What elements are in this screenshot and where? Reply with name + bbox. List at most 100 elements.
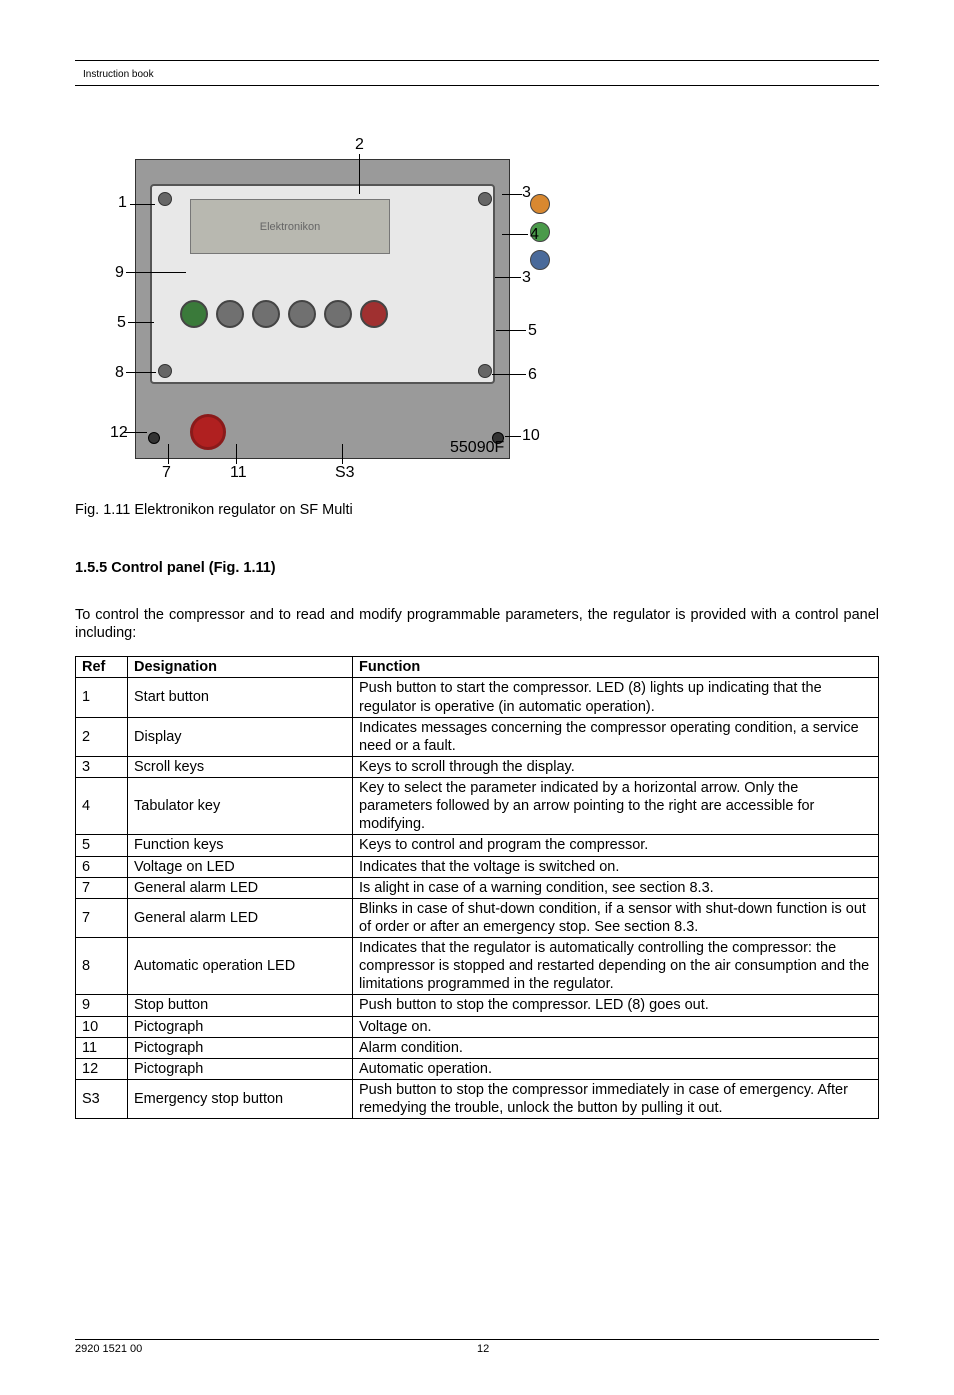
cell-function: Keys to control and program the compress… [353, 835, 879, 856]
callout-2: 2 [355, 136, 364, 154]
cell-ref: 12 [76, 1058, 128, 1079]
table-header-row: Ref Designation Function [76, 657, 879, 678]
table-row: 8Automatic operation LEDIndicates that t… [76, 938, 879, 995]
cell-designation: Emergency stop button [128, 1079, 353, 1118]
regulator-diagram: Elektronikon 1 [90, 124, 570, 484]
leader-line [130, 204, 155, 205]
knob-3 [288, 300, 316, 328]
table-row: 11PictographAlarm condition. [76, 1037, 879, 1058]
leader-line [126, 372, 156, 373]
col-header-function: Function [353, 657, 879, 678]
callout-11: 11 [230, 464, 247, 482]
cell-designation: Pictograph [128, 1058, 353, 1079]
cell-ref: 4 [76, 778, 128, 835]
cell-function: Push button to stop the compressor. LED … [353, 995, 879, 1016]
start-button-graphic [180, 300, 208, 328]
table-row: 3Scroll keysKeys to scroll through the d… [76, 756, 879, 777]
control-panel-table: Ref Designation Function 1Start buttonPu… [75, 656, 879, 1119]
cell-function: Is alight in case of a warning condition… [353, 877, 879, 898]
cell-designation: General alarm LED [128, 877, 353, 898]
cell-ref: 5 [76, 835, 128, 856]
emergency-stop-graphic [190, 414, 226, 450]
leader-line [502, 234, 528, 235]
table-row: 6Voltage on LEDIndicates that the voltag… [76, 856, 879, 877]
leader-line [502, 194, 522, 195]
cell-function: Indicates that the regulator is automati… [353, 938, 879, 995]
callout-5b: 5 [528, 322, 537, 340]
leader-line [123, 432, 147, 433]
cell-designation: Start button [128, 678, 353, 717]
col-header-designation: Designation [128, 657, 353, 678]
callout-3a: 3 [522, 184, 531, 202]
cell-ref: 10 [76, 1016, 128, 1037]
cell-ref: 8 [76, 938, 128, 995]
section-intro: To control the compressor and to read an… [75, 606, 879, 642]
footer-doc-number: 2920 1521 00 [75, 1343, 477, 1355]
cell-function: Alarm condition. [353, 1037, 879, 1058]
callout-5a: 5 [117, 314, 126, 332]
cell-ref: S3 [76, 1079, 128, 1118]
footer-page-number: 12 [477, 1343, 489, 1355]
callout-12: 12 [110, 424, 128, 442]
table-row: 10PictographVoltage on. [76, 1016, 879, 1037]
cell-designation: Pictograph [128, 1037, 353, 1058]
cell-designation: Function keys [128, 835, 353, 856]
table-row: 5Function keysKeys to control and progra… [76, 835, 879, 856]
cell-ref: 11 [76, 1037, 128, 1058]
leader-line [236, 444, 237, 464]
cell-designation: Scroll keys [128, 756, 353, 777]
button-row [180, 274, 460, 354]
table-row: S3Emergency stop buttonPush button to st… [76, 1079, 879, 1118]
leader-line [126, 272, 186, 273]
cell-designation: Stop button [128, 995, 353, 1016]
screw-tr [478, 192, 492, 206]
cell-function: Push button to start the compressor. LED… [353, 678, 879, 717]
col-header-ref: Ref [76, 657, 128, 678]
display-area: Elektronikon [190, 199, 390, 254]
mount-hole-left [148, 432, 160, 444]
cell-function: Push button to stop the compressor immed… [353, 1079, 879, 1118]
page-header: Instruction book [75, 60, 879, 86]
cell-designation: Tabulator key [128, 778, 353, 835]
cell-designation: General alarm LED [128, 898, 353, 937]
figure-block: Elektronikon 1 [90, 124, 879, 484]
cell-ref: 2 [76, 717, 128, 756]
display-brand-label: Elektronikon [260, 221, 321, 233]
callout-1: 1 [118, 194, 127, 212]
cell-ref: 9 [76, 995, 128, 1016]
table-row: 4Tabulator keyKey to select the paramete… [76, 778, 879, 835]
table-row: 7General alarm LEDBlinks in case of shut… [76, 898, 879, 937]
figure-caption: Fig. 1.11 Elektronikon regulator on SF M… [75, 502, 879, 518]
cell-designation: Pictograph [128, 1016, 353, 1037]
cell-ref: 3 [76, 756, 128, 777]
cell-designation: Display [128, 717, 353, 756]
knob-2 [252, 300, 280, 328]
header-title: Instruction book [83, 69, 154, 80]
callout-10: 10 [522, 427, 540, 445]
cell-ref: 6 [76, 856, 128, 877]
leader-line [492, 374, 526, 375]
table-row: 1Start buttonPush button to start the co… [76, 678, 879, 717]
callout-9: 9 [115, 264, 124, 282]
cell-function: Indicates messages concerning the compre… [353, 717, 879, 756]
cell-ref: 1 [76, 678, 128, 717]
page-footer: 2920 1521 00 12 [75, 1339, 879, 1355]
cell-function: Automatic operation. [353, 1058, 879, 1079]
callout-s3: S3 [335, 464, 355, 482]
callout-4: 4 [530, 226, 539, 244]
section-title: 1.5.5 Control panel (Fig. 1.11) [75, 560, 879, 576]
knob-1 [216, 300, 244, 328]
leader-line [495, 277, 521, 278]
cell-function: Keys to scroll through the display. [353, 756, 879, 777]
callout-8: 8 [115, 364, 124, 382]
figure-id-label: 55090F [450, 439, 504, 457]
cell-designation: Automatic operation LED [128, 938, 353, 995]
leader-line [359, 154, 360, 194]
cell-function: Indicates that the voltage is switched o… [353, 856, 879, 877]
led-orange [530, 194, 550, 214]
callout-7: 7 [162, 464, 171, 482]
stop-button-graphic [360, 300, 388, 328]
callout-3b: 3 [522, 269, 531, 287]
cell-ref: 7 [76, 898, 128, 937]
leader-line [496, 330, 526, 331]
